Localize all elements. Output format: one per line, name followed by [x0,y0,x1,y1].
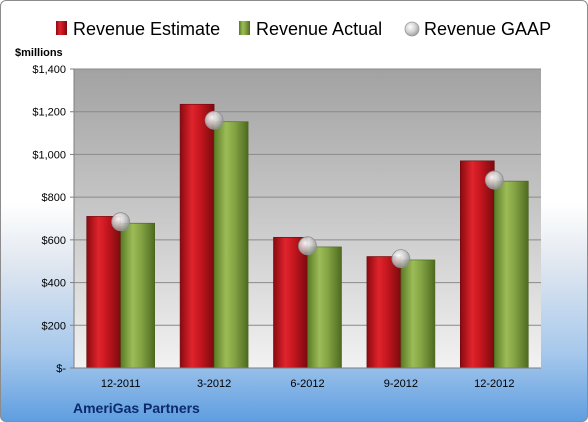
bar-revenue-actual [213,121,249,369]
bar-revenue-estimate [273,236,308,369]
bar-revenue-actual [493,180,529,369]
company-name: AmeriGas Partners [73,400,200,416]
marker-revenue-gaap [298,236,317,256]
bar-revenue-actual [120,222,155,369]
x-axis-ticks: 12-2011 3-2012 6-2012 9-2012 12-2012 [101,378,515,390]
marker-revenue-gaap [204,110,224,130]
legend-label-revenue-estimate: Revenue Estimate [73,19,220,39]
legend-label-revenue-actual: Revenue Actual [256,19,382,39]
marker-revenue-gaap [484,170,504,190]
bar-revenue-estimate [459,160,495,369]
y-axis-ticks: $- $200 $400 $600 $800 $1,000 $1,200 $1,400 [32,64,74,375]
x-tick-label: 12-2011 [101,378,141,390]
y-axis-unit-label: $millions [15,47,63,59]
bar-revenue-actual [400,259,436,369]
legend-swatch-revenue-gaap [404,21,420,37]
y-tick-label: $800 [42,192,66,204]
x-tick-label: 3-2012 [197,378,231,390]
gaap-markers [111,110,504,269]
y-tick-label: $600 [42,235,66,247]
x-tick-label: 12-2012 [474,378,514,390]
legend-label-revenue-gaap: Revenue GAAP [424,19,551,39]
x-tick-label: 9-2012 [384,378,418,390]
y-tick-label: $1,200 [32,107,66,119]
y-tick-label: $- [56,363,66,375]
legend: Revenue Estimate Revenue Actual Revenue … [56,19,551,39]
legend-swatch-revenue-estimate [56,21,67,35]
bar-revenue-estimate [179,103,215,369]
bar-revenue-estimate [86,216,121,369]
x-tick-label: 6-2012 [290,378,324,390]
y-tick-label: $400 [42,278,66,290]
marker-revenue-gaap [111,212,131,232]
y-tick-label: $1,000 [32,149,66,161]
y-tick-label: $200 [42,320,66,332]
bar-revenue-estimate [366,256,402,369]
bar-revenue-actual [307,246,342,369]
y-tick-label: $1,400 [32,64,66,76]
marker-revenue-gaap [391,249,411,269]
legend-swatch-revenue-actual [239,21,250,35]
bars [86,103,529,369]
